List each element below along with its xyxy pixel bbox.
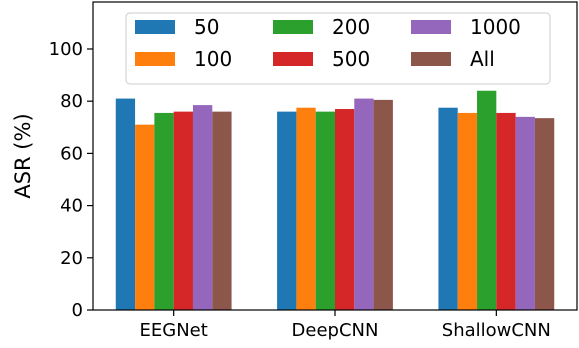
bar-deepcnn-all (373, 99, 393, 310)
bar-shallowcnn-500 (496, 112, 516, 311)
bar-deepcnn-100 (296, 107, 316, 311)
bar-eegnet-1000 (192, 105, 213, 310)
legend-swatch-all (411, 52, 451, 66)
y-axis: 0 20 40 60 80 100 (49, 39, 93, 321)
bar-eegnet-all (212, 111, 232, 310)
y-tick-label: 60 (60, 143, 83, 164)
legend-swatch-500 (273, 52, 313, 66)
bar-shallowcnn-200 (477, 90, 497, 310)
bar-deepcnn-200 (315, 111, 335, 310)
legend-label-all: All (470, 47, 495, 71)
bar-shallowcnn-all (534, 118, 555, 311)
x-tick-label: DeepCNN (292, 320, 379, 341)
y-tick-label: 0 (72, 300, 83, 321)
legend-swatch-200 (273, 20, 313, 34)
x-tick-label: ShallowCNN (442, 320, 551, 341)
legend-label-50: 50 (194, 15, 219, 39)
bar-shallowcnn-50 (438, 107, 458, 311)
bar-eegnet-100 (135, 124, 155, 311)
legend-label-1000: 1000 (470, 15, 521, 39)
bars-group (115, 90, 555, 311)
bar-deepcnn-50 (277, 111, 297, 310)
bar-eegnet-200 (154, 112, 174, 311)
legend-label-100: 100 (194, 47, 232, 71)
y-tick-label: 20 (60, 248, 83, 269)
bar-deepcnn-500 (335, 109, 355, 311)
legend-label-200: 200 (332, 15, 370, 39)
legend-swatch-50 (135, 20, 175, 34)
y-tick-label: 80 (60, 91, 83, 112)
bar-shallowcnn-100 (457, 112, 478, 311)
legend: 50 100 200 500 1000 All (125, 12, 551, 85)
bar-eegnet-50 (115, 98, 136, 310)
legend-swatch-100 (135, 52, 175, 66)
x-tick-label: EEGNet (140, 320, 208, 341)
bar-deepcnn-1000 (354, 98, 374, 310)
y-tick-label: 40 (60, 196, 83, 217)
bar-shallowcnn-1000 (515, 116, 535, 310)
y-axis-label: ASR (%) (11, 113, 35, 198)
legend-label-500: 500 (332, 47, 370, 71)
y-tick-label: 100 (49, 39, 83, 60)
legend-swatch-1000 (411, 20, 451, 34)
bar-eegnet-500 (173, 111, 193, 310)
x-axis: EEGNet DeepCNN ShallowCNN (140, 310, 551, 341)
